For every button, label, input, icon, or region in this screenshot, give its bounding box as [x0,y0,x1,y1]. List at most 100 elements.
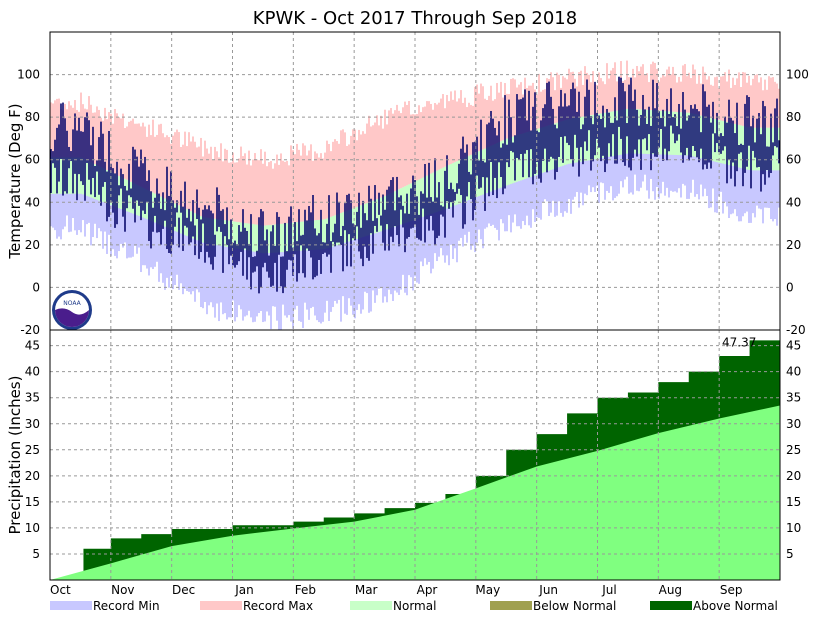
record-max-bar [138,123,140,186]
observed-bar [494,127,496,178]
record-min-bar [370,201,372,312]
normal-bar [380,197,382,232]
observed-bar [630,77,632,171]
record-min-bar [92,163,94,238]
observed-bar [504,95,506,189]
record-min-bar [102,168,104,249]
month-label: Jul [601,583,616,597]
normal-bar [332,216,334,247]
record-max-bar [356,140,358,207]
record-max-bar [514,79,516,136]
observed-bar [678,104,680,135]
record-max-bar [112,123,114,174]
record-min-bar [738,124,740,222]
observed-bar [380,215,382,226]
observed-bar [74,113,76,174]
observed-bar [540,120,542,183]
record-max-bar [690,78,692,114]
observed-bar [498,121,500,163]
temperature-ytick: 80 [786,110,801,124]
observed-bar [368,185,370,261]
record-max-bar [234,162,236,222]
observed-bar [316,235,318,276]
observed-bar [426,197,428,220]
observed-bar [258,217,260,294]
normal-bar [366,203,368,236]
record-max-bar [294,154,296,223]
observed-bar [738,145,740,154]
temperature-ytick: 100 [786,68,809,82]
record-max-bar [636,66,638,110]
record-max-bar [464,97,466,158]
record-max-bar [172,135,174,203]
observed-bar [562,106,564,163]
observed-bar [474,141,476,210]
record-max-bar [254,153,256,225]
normal-bar [510,137,512,184]
record-max-bar [460,90,462,160]
record-max-bar [378,125,380,199]
record-max-bar [658,81,660,111]
record-max-bar [664,76,666,112]
observed-bar [298,209,300,274]
normal-bar [176,204,178,232]
record-max-bar [764,79,766,128]
normal-bar [286,223,288,252]
observed-bar [266,229,268,272]
temperature-yticks-left: -20 0 20 40 60 80 100 [17,68,40,337]
record-max-bar [610,70,612,112]
observed-bar [582,124,584,165]
record-min-bar [130,181,132,258]
record-max-bar [340,130,342,214]
observed-bar [726,122,728,184]
record-max-bar [354,129,356,208]
record-max-bar [224,148,226,221]
record-min-bar [140,186,142,273]
observed-bar [424,163,426,243]
observed-bar [366,220,368,258]
record-max-bar [178,132,180,206]
observed-bar [398,197,400,247]
observed-bar [626,123,628,137]
legend-label: Above Normal [693,599,778,613]
record-max-bar [200,137,202,217]
record-max-bar [612,67,614,112]
record-max-bar [632,68,634,109]
observed-bar [96,160,98,172]
observed-bar [278,216,280,255]
observed-bar [410,188,412,229]
record-min-bar [318,219,320,323]
record-min-bar [306,221,308,310]
record-max-bar [252,159,254,225]
record-max-bar [352,129,354,209]
record-max-bar [726,81,728,123]
record-max-bar [768,76,770,128]
observed-bar [242,209,244,276]
observed-bar [286,251,288,270]
record-max-bar [442,94,444,168]
observed-bar [604,127,606,173]
record-max-bar [212,159,214,219]
record-max-bar [230,162,232,222]
record-max-bar [416,114,418,181]
observed-bar [58,124,60,182]
record-max-bar [268,162,270,226]
record-max-bar [348,144,350,210]
observed-bar [774,108,776,147]
normal-bar [330,216,332,248]
precipitation-ylabel: Precipitation (Inches) [6,376,24,535]
precipitation-grid [50,330,780,580]
temperature-ytick: 80 [25,110,40,124]
record-max-bar [332,141,334,217]
normal-bar [96,165,98,200]
observed-bar [554,124,556,180]
normal-bar [618,110,620,156]
record-max-bar [70,105,72,158]
record-min-bar [188,210,190,292]
record-min-bar [90,162,92,246]
record-max-bar [642,64,644,110]
observed-bar [688,115,690,161]
observed-bar [706,106,708,169]
observed-bar [192,200,194,237]
month-label: May [475,583,500,597]
